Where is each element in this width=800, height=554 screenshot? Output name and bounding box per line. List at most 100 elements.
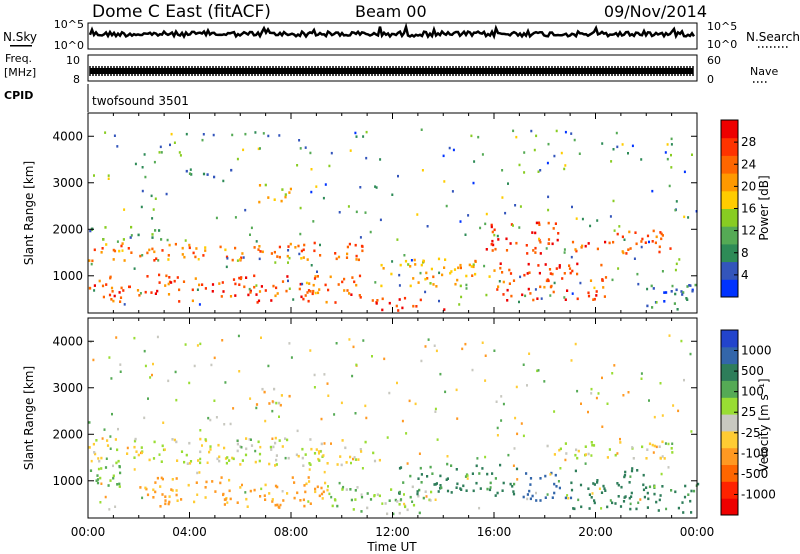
range-cell (287, 245, 290, 248)
range-cell (199, 461, 202, 465)
sparse-echo (648, 399, 650, 402)
sparse-echo (298, 139, 301, 142)
sparse-echo (104, 131, 107, 134)
range-cell (472, 265, 475, 269)
range-cell (264, 483, 267, 487)
sparse-echo (126, 446, 129, 450)
range-cell (531, 494, 534, 498)
range-cell (584, 445, 587, 448)
range-cell (239, 445, 242, 448)
sparse-echo (426, 225, 429, 228)
range-cell (159, 485, 162, 488)
range-cell (509, 482, 512, 486)
range-cell (313, 249, 316, 253)
range-cell (491, 239, 494, 243)
range-cell (554, 473, 557, 477)
range-cell (576, 272, 579, 276)
range-cell (593, 501, 596, 505)
range-cell (100, 251, 103, 254)
range-cell (278, 255, 281, 259)
sparse-echo (418, 452, 421, 455)
sparse-echo (434, 407, 437, 411)
range-cell (531, 231, 534, 234)
range-cell (322, 490, 325, 494)
sparse-echo (240, 446, 243, 449)
colorbar-swatch (721, 208, 738, 227)
sparse-echo (467, 214, 470, 217)
range-cell (456, 482, 459, 486)
sparse-echo (144, 175, 147, 179)
range-cell (151, 236, 154, 239)
power-ylabel: Slant Range [km] (22, 161, 36, 265)
sparse-echo (601, 142, 604, 145)
range-cell (321, 497, 324, 500)
range-cell (608, 448, 611, 451)
range-cell (168, 243, 171, 247)
sparse-echo (174, 370, 177, 374)
range-cell (176, 499, 179, 502)
sparse-echo (516, 478, 519, 481)
range-cell (570, 488, 574, 492)
range-cell (165, 274, 168, 278)
range-cell (309, 438, 312, 441)
range-cell (426, 277, 429, 280)
sparse-echo (254, 449, 257, 453)
range-cell (274, 441, 277, 445)
range-cell (397, 309, 400, 312)
range-cell (378, 458, 381, 462)
colorbar-swatch (721, 447, 738, 465)
sparse-echo (121, 249, 124, 252)
range-cell (110, 286, 114, 290)
sparse-echo (438, 271, 441, 275)
sparse-echo (223, 423, 226, 426)
range-cell (274, 484, 278, 488)
range-cell (197, 459, 200, 462)
sparse-echo (362, 135, 365, 138)
sparse-echo (478, 506, 481, 510)
sparse-echo (313, 373, 316, 377)
sparse-echo (459, 220, 462, 223)
sparse-echo (420, 128, 423, 131)
sparse-echo (160, 151, 163, 154)
range-cell (606, 505, 609, 509)
range-cell (596, 247, 599, 251)
range-cell (303, 484, 306, 487)
range-cell (240, 256, 243, 260)
range-cell (154, 490, 157, 494)
sparse-echo (151, 217, 154, 220)
range-cell (317, 457, 320, 461)
range-cell (354, 458, 357, 461)
range-cell (175, 477, 178, 480)
sparse-echo (388, 391, 391, 395)
sparse-echo (581, 217, 584, 221)
range-cell (642, 473, 645, 477)
range-cell (616, 482, 619, 485)
sparse-echo (309, 151, 312, 155)
x-axis-label: Time UT (366, 540, 417, 554)
range-cell (120, 244, 123, 248)
sparse-echo (523, 171, 526, 174)
range-cell (406, 508, 409, 512)
range-cell (417, 494, 420, 498)
range-cell (497, 285, 500, 288)
range-cell (435, 482, 438, 485)
range-cell (532, 249, 535, 252)
range-cell (336, 504, 339, 508)
sparse-echo (514, 416, 517, 420)
range-cell (424, 277, 427, 281)
sparse-echo (667, 466, 670, 469)
nsearch-label: N.Search (746, 30, 800, 44)
sparse-echo (141, 254, 144, 257)
x-tick-label: 08:00 (274, 525, 309, 539)
sparse-echo (133, 267, 136, 270)
range-cell (168, 495, 171, 498)
sparse-echo (391, 260, 394, 263)
range-cell (475, 464, 478, 468)
sparse-echo (310, 168, 313, 171)
range-cell (271, 498, 274, 501)
sparse-echo (538, 237, 540, 241)
sparse-echo (296, 429, 299, 433)
range-cell (201, 283, 204, 286)
range-cell (629, 507, 632, 511)
sparse-echo (133, 468, 136, 471)
